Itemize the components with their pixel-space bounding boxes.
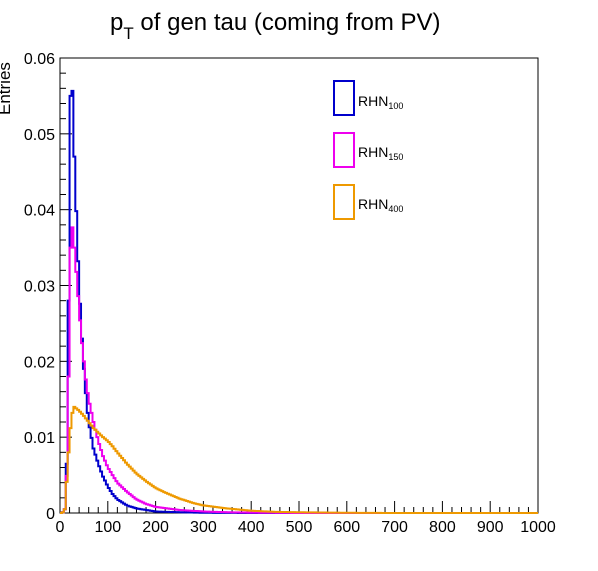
y-tick-label: 0.02	[24, 354, 55, 371]
x-tick-label: 1000	[520, 519, 556, 536]
y-tick-label: 0.01	[24, 430, 55, 447]
x-tick-label: 900	[477, 519, 504, 536]
x-tick-label: 700	[381, 519, 408, 536]
y-tick-label: 0.04	[24, 203, 55, 220]
y-tick-label: 0.05	[24, 127, 55, 144]
chart-title-main: p	[110, 9, 123, 36]
x-tick-label: 400	[238, 519, 265, 536]
x-tick-label: 200	[142, 519, 169, 536]
chart-title-sub: T	[123, 24, 133, 43]
y-tick-label: 0	[46, 506, 55, 523]
y-tick-label: 0.03	[24, 279, 55, 296]
chart-title-rest: of gen tau (coming from PV)	[134, 9, 441, 36]
x-tick-label: 100	[94, 519, 121, 536]
y-tick-label: 0.06	[24, 51, 55, 68]
x-tick-label: 800	[429, 519, 456, 536]
x-tick-label: 300	[190, 519, 217, 536]
x-tick-label: 500	[286, 519, 313, 536]
y-axis-title: Entries	[0, 62, 14, 115]
x-tick-label: 600	[333, 519, 360, 536]
x-tick-label: 0	[56, 519, 65, 536]
